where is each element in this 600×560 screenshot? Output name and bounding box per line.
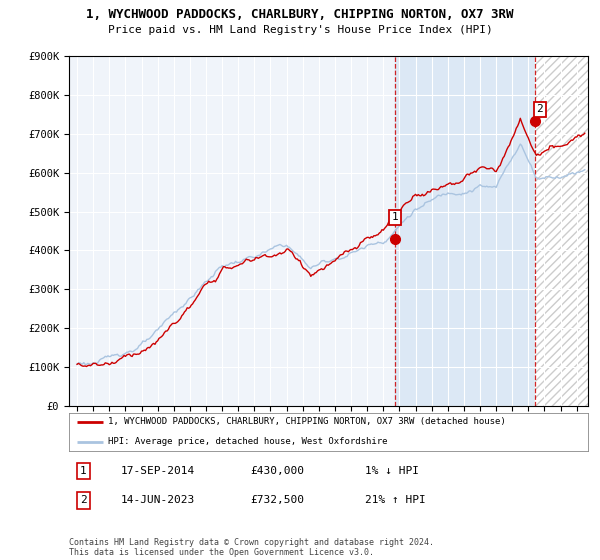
Text: 2: 2 [536,105,543,114]
Text: £430,000: £430,000 [251,466,305,476]
Text: Contains HM Land Registry data © Crown copyright and database right 2024.
This d: Contains HM Land Registry data © Crown c… [69,538,434,557]
Text: 14-JUN-2023: 14-JUN-2023 [121,496,195,506]
Text: 1, WYCHWOOD PADDOCKS, CHARLBURY, CHIPPING NORTON, OX7 3RW: 1, WYCHWOOD PADDOCKS, CHARLBURY, CHIPPIN… [86,8,514,21]
Text: HPI: Average price, detached house, West Oxfordshire: HPI: Average price, detached house, West… [108,437,388,446]
Text: 21% ↑ HPI: 21% ↑ HPI [365,496,425,506]
Text: 1: 1 [80,466,87,476]
Text: 1% ↓ HPI: 1% ↓ HPI [365,466,419,476]
Bar [535,56,588,406]
Text: 17-SEP-2014: 17-SEP-2014 [121,466,195,476]
Text: 1, WYCHWOOD PADDOCKS, CHARLBURY, CHIPPING NORTON, OX7 3RW (detached house): 1, WYCHWOOD PADDOCKS, CHARLBURY, CHIPPIN… [108,417,506,426]
Text: £732,500: £732,500 [251,496,305,506]
Bar [395,56,535,406]
Text: 2: 2 [80,496,87,506]
Text: Price paid vs. HM Land Registry's House Price Index (HPI): Price paid vs. HM Land Registry's House … [107,25,493,35]
Bar [535,56,588,406]
Text: 1: 1 [391,212,398,222]
